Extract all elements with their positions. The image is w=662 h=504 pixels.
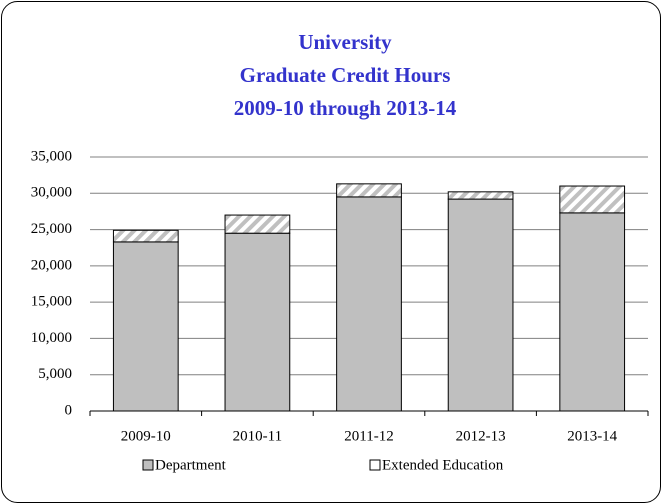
bar-segment bbox=[336, 196, 402, 412]
y-tick-label: 20,000 bbox=[31, 257, 72, 273]
legend-swatch bbox=[142, 459, 154, 471]
legend-swatch bbox=[369, 459, 381, 471]
bar-segment bbox=[559, 185, 626, 214]
y-tick-label: 15,000 bbox=[31, 294, 72, 310]
y-tick-label: 0 bbox=[65, 402, 73, 418]
chart-title: 2009-10 through 2013-14 bbox=[234, 96, 457, 120]
bar-segment bbox=[447, 191, 514, 200]
y-tick-label: 10,000 bbox=[31, 330, 72, 346]
legend-label: Department bbox=[155, 457, 227, 473]
x-tick-label: 2011-12 bbox=[344, 428, 393, 444]
x-tick-label: 2012-13 bbox=[456, 428, 506, 444]
chart-title: Graduate Credit Hours bbox=[240, 63, 451, 87]
bar-segment bbox=[559, 212, 626, 412]
y-tick-label: 5,000 bbox=[38, 366, 72, 382]
legend-label: Extended Education bbox=[382, 457, 504, 473]
bar-segment bbox=[447, 198, 514, 412]
x-tick-label: 2010-11 bbox=[233, 428, 282, 444]
x-tick-label: 2009-10 bbox=[121, 428, 171, 444]
bar-segment bbox=[112, 241, 179, 412]
bar-segment bbox=[336, 183, 402, 198]
y-tick-label: 35,000 bbox=[31, 148, 72, 164]
bar-segment bbox=[224, 232, 291, 412]
y-tick-label: 30,000 bbox=[31, 185, 72, 201]
bar-segment bbox=[224, 214, 291, 234]
chart-title: University bbox=[298, 30, 392, 54]
bar-segment bbox=[112, 229, 179, 243]
x-tick-label: 2013-14 bbox=[567, 428, 617, 444]
y-tick-label: 25,000 bbox=[31, 221, 72, 237]
